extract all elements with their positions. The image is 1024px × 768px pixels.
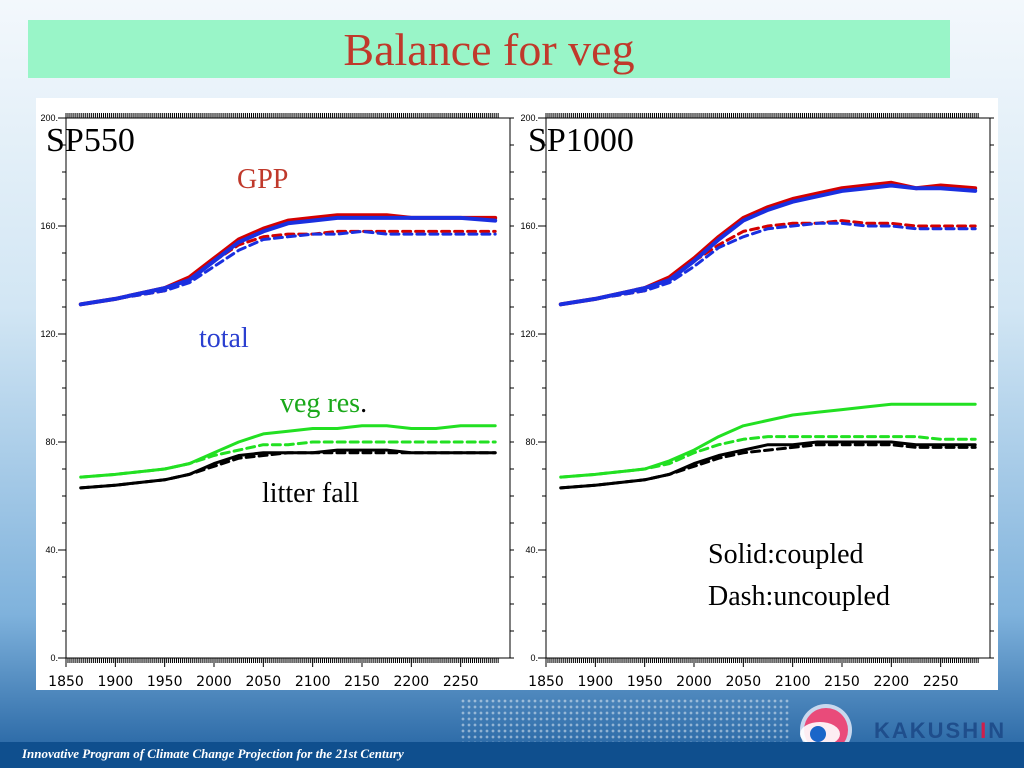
chart-label-sp550: SP550 [46,122,135,159]
slide-title: Balance for veg [343,24,635,75]
series-line-veg_res-dashed [79,440,497,479]
x-tick-label: 2000 [676,674,712,690]
y-tick-label: 120. [40,329,58,339]
x-tick-label: 2250 [923,674,959,690]
logo-text-i: I [980,718,989,743]
x-tick-label: 2100 [295,674,331,690]
legend-dash: Dash:uncoupled [708,581,890,612]
y-tick-label: 160. [520,221,538,231]
x-tick-label: 1950 [147,674,183,690]
y-tick-label: 200. [40,113,58,123]
legend-solid: Solid:coupled [708,539,864,570]
series-line-total-dashed [559,221,977,306]
x-tick-label: 2050 [726,674,762,690]
gpp-label: GPP [237,164,289,195]
series-line-total-solid [78,215,498,307]
chart-label-sp1000: SP1000 [528,122,634,159]
series-line-veg_res-dashed [559,435,977,479]
y-tick-label: 80. [525,437,538,447]
y-tick-label: 120. [520,329,538,339]
y-tick-label: 80. [45,437,58,447]
veg-res-text: veg res [280,388,361,419]
series-line-total-dashed [79,229,497,306]
series-line-litter-dashed [79,451,497,490]
chart-sp550: 0. 40. 80. 120. 160. 200. 1850 1900 1950 2000 2050… [40,113,514,690]
world-map-dots [460,698,790,742]
x-tick-label: 2200 [874,674,910,690]
x-tick-label: 2000 [196,674,232,690]
y-tick-label: 160. [40,221,58,231]
total-label: total [199,323,249,354]
kakushin-logo: KAKUSHIN [796,700,1024,756]
series-line-gpp-solid [558,180,978,307]
logo-text-a: KAKUSH [874,718,981,743]
logo-text-b: N [988,718,1007,743]
x-tick-label: 1900 [98,674,134,690]
x-tick-label: 1850 [48,674,84,690]
veg-res-label: veg res. [280,388,367,420]
y-tick-label: 40. [525,545,538,555]
y-tick-label: 200. [520,113,538,123]
footer-text: Innovative Program of Climate Change Pro… [22,746,404,761]
chart-panel-sp1000: 0. 40. 80. 120. 160. 200. 1850 1900 1950 2000 2050… [516,98,998,690]
y-tick-label: 0. [50,653,58,663]
veg-res-dot: . [360,388,368,419]
x-tick-label: 2150 [824,674,860,690]
series-line-litter-dashed [559,443,977,490]
litter-fall-label: litter fall [262,478,360,509]
x-tick-label: 1900 [578,674,614,690]
series-line-veg_res-solid [559,402,977,479]
x-tick-label: 2100 [775,674,811,690]
footer-strip: Innovative Program of Climate Change Pro… [0,742,1024,768]
x-tick-label: 1950 [627,674,663,690]
x-tick-label: 2200 [394,674,430,690]
chart-panel-sp550: 0. 40. 80. 120. 160. 200. 1850 1900 1950 2000 2050… [36,98,520,690]
x-tick-label: 2050 [246,674,282,690]
y-tick-label: 0. [530,653,538,663]
x-tick-label: 2250 [443,674,479,690]
y-tick-label: 40. [45,545,58,555]
title-bar: Balance for veg [28,20,950,78]
logo-text: KAKUSHIN [874,718,1006,744]
chart-sp1000: 0. 40. 80. 120. 160. 200. 1850 1900 1950 2000 2050… [520,113,994,690]
x-tick-label: 2150 [344,674,380,690]
series-line-total-solid [558,183,978,307]
x-tick-label: 1850 [528,674,564,690]
